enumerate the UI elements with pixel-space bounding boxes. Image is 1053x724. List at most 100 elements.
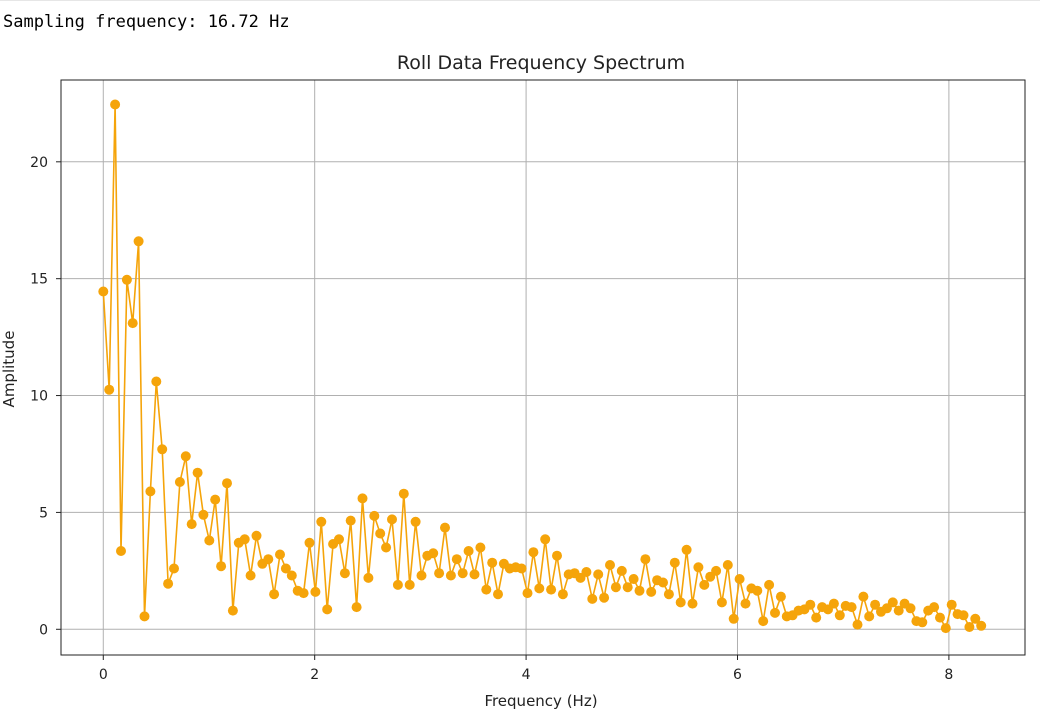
data-point xyxy=(711,565,722,576)
data-point xyxy=(658,577,668,588)
data-point xyxy=(858,591,869,602)
y-tick-label: 5 xyxy=(39,505,48,521)
data-point xyxy=(298,588,309,599)
data-point xyxy=(775,591,786,602)
data-point xyxy=(740,598,751,609)
y-tick-label: 15 xyxy=(30,272,48,288)
data-point xyxy=(434,568,445,579)
x-tick-label: 8 xyxy=(944,667,953,683)
series-line-group xyxy=(102,103,982,629)
data-point xyxy=(116,546,126,556)
data-point xyxy=(457,568,468,579)
data-point xyxy=(139,611,150,622)
data-point xyxy=(428,548,439,559)
data-point xyxy=(151,376,162,387)
plot-frame xyxy=(60,79,1026,656)
data-point xyxy=(98,286,109,297)
data-point xyxy=(734,574,745,584)
data-point xyxy=(958,610,969,621)
data-point xyxy=(699,579,710,590)
data-point xyxy=(852,619,863,630)
data-point xyxy=(239,534,250,545)
data-point xyxy=(451,554,462,565)
data-point xyxy=(180,451,191,462)
data-point xyxy=(186,519,197,530)
data-point xyxy=(516,563,527,574)
data-point xyxy=(681,544,692,555)
data-point xyxy=(304,537,315,548)
data-point xyxy=(316,516,327,527)
data-point xyxy=(145,486,156,497)
data-point xyxy=(375,528,386,539)
data-point xyxy=(864,611,875,622)
data-point xyxy=(440,522,450,533)
data-point xyxy=(198,509,209,520)
data-point xyxy=(669,557,680,568)
y-tick-label: 0 xyxy=(39,622,48,638)
data-point xyxy=(416,570,427,581)
data-point xyxy=(192,467,203,478)
data-point xyxy=(581,567,592,577)
data-point xyxy=(345,515,356,526)
data-point xyxy=(540,534,551,545)
data-point xyxy=(210,494,221,505)
data-point xyxy=(339,568,350,579)
data-point xyxy=(280,563,291,574)
data-point xyxy=(369,510,380,521)
data-point xyxy=(728,613,739,624)
data-point xyxy=(334,534,344,545)
data-point xyxy=(622,582,633,593)
data-point xyxy=(463,546,474,556)
data-point xyxy=(169,563,179,574)
data-point xyxy=(940,623,951,634)
data-point xyxy=(163,578,174,589)
data-point xyxy=(174,477,185,487)
data-point xyxy=(469,569,480,580)
data-point xyxy=(475,542,486,553)
data-point xyxy=(640,554,651,565)
series-markers xyxy=(98,99,987,634)
data-point xyxy=(546,584,557,595)
data-point xyxy=(610,582,621,593)
data-point xyxy=(593,569,604,580)
x-tick-label: 0 xyxy=(99,667,108,683)
data-point xyxy=(811,612,822,623)
x-tick-label: 6 xyxy=(733,667,742,683)
data-point xyxy=(357,493,368,504)
data-point xyxy=(887,597,898,608)
data-point xyxy=(599,592,610,603)
data-point xyxy=(387,514,397,525)
data-point xyxy=(834,610,845,621)
data-point xyxy=(216,561,227,572)
data-point xyxy=(275,549,285,560)
data-point xyxy=(363,572,374,583)
data-point xyxy=(398,488,409,499)
data-point xyxy=(381,542,392,553)
data-point xyxy=(286,570,297,581)
data-point xyxy=(410,516,421,527)
series-line xyxy=(102,103,982,629)
x-tick-label: 4 xyxy=(522,667,531,683)
data-point xyxy=(846,602,857,613)
chart-title: Roll Data Frequency Spectrum xyxy=(397,52,685,74)
data-point xyxy=(222,478,232,489)
data-point xyxy=(445,570,456,581)
data-point xyxy=(758,616,769,627)
axis-ticks: 0 2 4 6 8 0 5 10 15 20 xyxy=(30,155,953,683)
data-point xyxy=(481,584,492,595)
data-point xyxy=(929,602,940,613)
data-point xyxy=(127,318,138,329)
data-point xyxy=(605,560,615,570)
data-point xyxy=(251,530,262,541)
x-axis-label: Frequency (Hz) xyxy=(484,692,597,710)
sampling-frequency-output: Sampling frequency: 16.72 Hz xyxy=(3,12,290,32)
data-point xyxy=(722,560,733,570)
y-tick-label: 10 xyxy=(30,389,48,405)
data-point xyxy=(269,589,280,600)
data-point xyxy=(675,597,686,608)
data-point xyxy=(557,589,568,600)
grid-lines xyxy=(61,80,1025,655)
data-point xyxy=(634,585,645,596)
data-point xyxy=(687,598,698,609)
